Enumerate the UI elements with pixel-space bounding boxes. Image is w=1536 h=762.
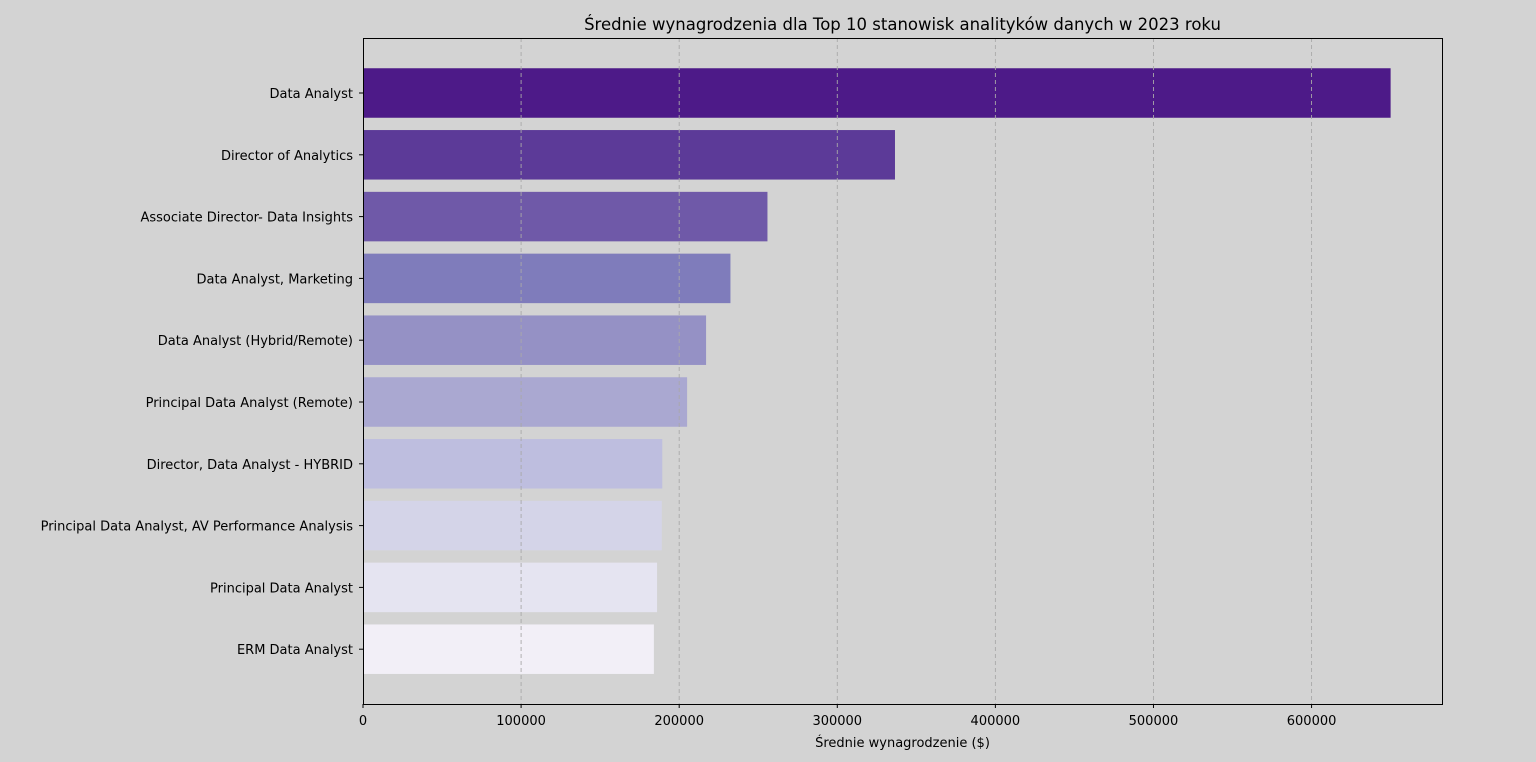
bar	[363, 253, 731, 304]
plot-frame	[363, 38, 1443, 705]
bar	[363, 130, 895, 180]
x-tick-label: 400000	[971, 714, 1021, 729]
x-tick-label: 0	[359, 714, 367, 729]
bar	[363, 68, 1391, 118]
x-tick-label: 200000	[654, 714, 704, 729]
bar	[363, 500, 662, 551]
bar	[363, 191, 768, 242]
grid-lines	[520, 38, 1313, 704]
y-tick-label: Director of Analytics	[221, 149, 353, 164]
x-tick-label: 100000	[496, 714, 546, 729]
y-tick-label: Data Analyst	[270, 87, 353, 102]
y-tick-label: Data Analyst, Marketing	[196, 272, 353, 287]
x-tick-label: 600000	[1287, 714, 1337, 729]
bar	[363, 315, 707, 365]
y-tick-label: Associate Director- Data Insights	[140, 211, 353, 226]
chart-title: Średnie wynagrodzenia dla Top 10 stanowi…	[584, 15, 1221, 34]
x-tick-labels: 0 100000 200000 300000 400000 500000 600000	[359, 704, 1337, 729]
y-tick-label: Director, Data Analyst - HYBRID	[147, 458, 353, 473]
bar	[363, 377, 688, 427]
y-tick-label: Principal Data Analyst	[210, 581, 353, 596]
x-tick-label: 500000	[1129, 714, 1179, 729]
x-axis-label: Średnie wynagrodzenie ($)	[815, 735, 990, 751]
y-tick-label: ERM Data Analyst	[237, 643, 353, 658]
y-tick-labels: Data Analyst Director of Analytics Associa…	[41, 87, 363, 658]
y-tick-label: Principal Data Analyst, AV Performance A…	[41, 520, 354, 535]
bar	[363, 439, 663, 489]
y-tick-label: Data Analyst (Hybrid/Remote)	[158, 334, 353, 349]
bars	[363, 68, 1391, 674]
bar	[363, 562, 658, 613]
x-tick-label: 300000	[812, 714, 862, 729]
y-tick-label: Principal Data Analyst (Remote)	[146, 396, 353, 411]
bar	[363, 624, 654, 674]
